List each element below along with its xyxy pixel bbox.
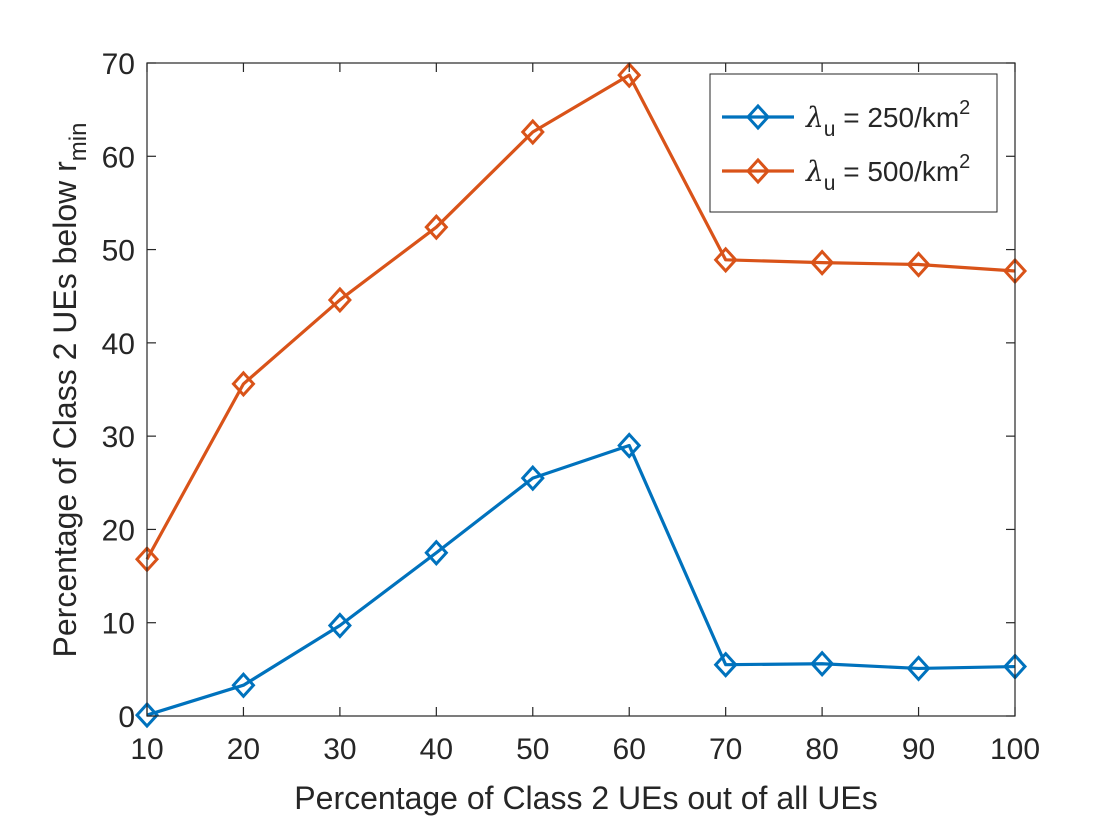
x-axis-ticks: 10 20 30 40 50 60 70 80 90 100 (130, 63, 1040, 766)
y-tick-label: 10 (102, 608, 135, 641)
legend-superscript: 2 (959, 151, 970, 173)
data-point-marker (713, 651, 738, 678)
y-tick-label: 40 (102, 328, 135, 361)
x-axis-label: Percentage of Class 2 UEs out of all UEs (294, 780, 877, 816)
data-point-marker (327, 612, 352, 639)
data-point-marker (327, 286, 352, 314)
series-line-0 (146, 443, 1016, 717)
data-point-marker (617, 61, 642, 89)
legend-text-main: = 250/km (835, 102, 959, 133)
axes-box (146, 62, 1016, 717)
data-point-marker (424, 539, 449, 566)
legend-superscript: 2 (959, 97, 970, 119)
data-point-marker (520, 464, 545, 492)
y-tick-label: 30 (102, 421, 135, 454)
series-line-1 (145, 73, 1016, 561)
legend-marker-0 (745, 103, 771, 131)
y-tick-label: 20 (102, 514, 135, 547)
legend-symbol: λ (805, 101, 824, 134)
x-tick-label: 30 (323, 733, 356, 766)
y-axis-label-subscript: min (65, 123, 92, 162)
legend-label-0: λu = 250/km2 (805, 97, 970, 141)
data-point-marker (906, 251, 931, 278)
y-tick-label: 50 (102, 235, 135, 268)
data-point-marker (713, 246, 738, 274)
data-point-marker (810, 249, 835, 276)
legend-subscript: u (824, 172, 836, 195)
legend-subscript: u (824, 118, 836, 141)
data-point-marker (134, 701, 160, 729)
x-tick-label: 90 (902, 733, 935, 766)
legend-symbol: λ (805, 155, 824, 188)
data-point-marker (231, 671, 256, 699)
x-tick-label: 40 (420, 733, 453, 766)
legend-box (709, 73, 998, 213)
x-tick-label: 100 (990, 733, 1040, 766)
data-point-marker (520, 118, 545, 146)
y-tick-label: 60 (102, 141, 135, 174)
x-tick-label: 20 (227, 733, 260, 766)
data-point-marker (231, 370, 256, 398)
y-tick-label: 70 (102, 48, 135, 81)
data-point-marker (617, 432, 642, 459)
x-tick-label: 50 (516, 733, 549, 766)
y-axis-label-main: Percentage of Class 2 UEs below r (47, 161, 83, 658)
y-axis-label: Percentage of Class 2 UEs below rmin (47, 123, 92, 658)
y-axis-ticks: 0 10 20 30 40 50 60 70 (102, 48, 1015, 734)
data-point-marker (424, 213, 449, 241)
data-point-marker (906, 655, 931, 682)
legend-text-main: = 500/km (835, 156, 959, 187)
y-tick-label: 0 (118, 701, 135, 734)
x-tick-label: 70 (709, 733, 742, 766)
x-tick-label: 60 (613, 733, 646, 766)
data-point-marker (810, 650, 835, 677)
legend-label-1: λu = 500/km2 (805, 151, 970, 195)
legend-marker-1 (745, 157, 771, 185)
x-tick-label: 10 (130, 733, 163, 766)
x-tick-label: 80 (805, 733, 838, 766)
series-layer (134, 61, 1028, 729)
